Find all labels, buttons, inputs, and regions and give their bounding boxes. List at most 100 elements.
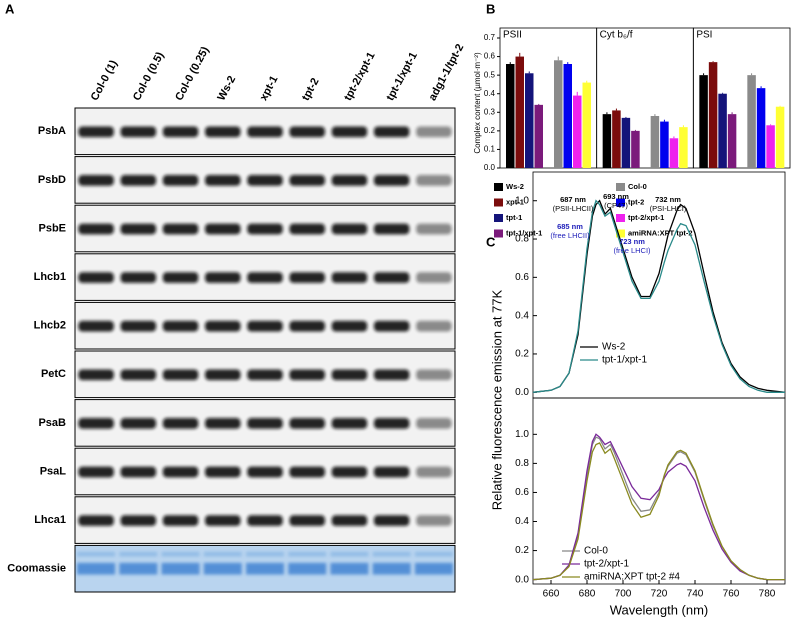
y-tick-label: 0.8 [515, 458, 529, 469]
band [205, 320, 241, 332]
y-axis-label: Complex content (µmol·m⁻²) [473, 52, 482, 154]
group-label: PSII [503, 30, 522, 41]
band [416, 272, 452, 283]
lane-label: tpt-1/xpt-1 [384, 50, 420, 103]
bar [582, 82, 591, 168]
legend-swatch [616, 214, 625, 222]
band [205, 418, 241, 429]
bar [708, 62, 718, 169]
band [205, 466, 241, 478]
band [246, 551, 284, 557]
band [78, 272, 114, 283]
band [205, 223, 241, 235]
band [120, 466, 157, 478]
band [289, 272, 325, 283]
y-tick-label: 0.3 [484, 107, 496, 116]
row-label: Lhcb2 [34, 320, 66, 332]
band [162, 369, 199, 381]
row-label: Lhcb1 [34, 271, 66, 283]
spectrum-line [532, 199, 785, 393]
panel-label: B [486, 1, 495, 16]
y-tick-label: 0.1 [484, 145, 496, 154]
band [205, 126, 241, 138]
bar [506, 64, 515, 168]
band [120, 126, 157, 138]
annotation-note: (CP47) [604, 201, 628, 210]
band [416, 223, 452, 235]
band [78, 223, 114, 235]
y-tick-label: 1.0 [515, 195, 529, 206]
lane-label: Col-0 (0.25) [173, 44, 212, 102]
lane-label: tpt-2/xpt-1 [342, 50, 378, 103]
spectrum-line [532, 199, 786, 393]
bar [525, 73, 534, 168]
band [205, 175, 241, 186]
band [119, 551, 158, 557]
legend-label: tpt-2 [628, 197, 644, 206]
y-tick-label: 0.4 [484, 89, 496, 98]
band [162, 223, 199, 235]
band [78, 369, 114, 381]
band [373, 320, 410, 332]
bar [515, 56, 524, 169]
panel-label: A [5, 1, 15, 16]
band [162, 320, 199, 332]
row-label: PsbA [38, 125, 66, 137]
legend-swatch [616, 183, 625, 191]
row-label: PsaL [40, 465, 67, 477]
row-label: Coomassie [7, 563, 66, 575]
band [78, 126, 114, 138]
y-tick-label: 0.2 [515, 545, 529, 556]
y-tick-label: 1.0 [515, 429, 529, 440]
band [331, 272, 368, 283]
band [77, 562, 116, 575]
spectrum-line [532, 433, 785, 581]
band [373, 223, 410, 235]
band [120, 418, 157, 429]
bar [747, 75, 756, 168]
band [162, 466, 199, 478]
band [289, 369, 325, 381]
band [331, 515, 368, 526]
y-tick-label: 0.2 [515, 349, 529, 360]
legend-label: tpt-1/xpt-1 [602, 355, 647, 366]
x-tick-label: 740 [687, 589, 704, 600]
band [414, 551, 453, 557]
y-tick-label: 0.4 [515, 310, 529, 321]
y-tick-label: 0.5 [484, 70, 496, 79]
y-tick-label: 0.6 [515, 272, 529, 283]
legend-label: xpt-1 [506, 197, 524, 206]
bar [660, 121, 669, 168]
band [331, 126, 368, 138]
bar [766, 125, 775, 168]
x-tick-label: 660 [543, 589, 560, 600]
y-axis-label: Relative fluorescence emission at 77K [489, 289, 504, 510]
band [289, 466, 325, 478]
band [247, 515, 283, 526]
row-label: PsbE [38, 222, 66, 234]
annotation-note: (PSI-LHCI) [650, 204, 687, 213]
legend-label: amiRNA:XPT tpt-2 [628, 228, 693, 237]
band [416, 466, 452, 478]
band [373, 515, 410, 526]
bar [563, 64, 572, 168]
legend-label: Col-0 [584, 546, 608, 557]
band [119, 562, 158, 575]
panel-label: C [486, 234, 496, 249]
band [372, 551, 411, 557]
group-label: Cyt b₆/f [600, 30, 633, 41]
band [162, 175, 199, 186]
band [289, 223, 325, 235]
legend-label: tpt-1 [506, 213, 522, 222]
band [78, 175, 114, 186]
band [247, 466, 283, 478]
band [246, 562, 284, 575]
band [416, 369, 452, 381]
band [331, 369, 368, 381]
band [416, 418, 452, 429]
lane-label: xpt-1 [258, 74, 281, 103]
legend-swatch [494, 198, 503, 207]
band [288, 562, 327, 575]
band [247, 223, 283, 235]
